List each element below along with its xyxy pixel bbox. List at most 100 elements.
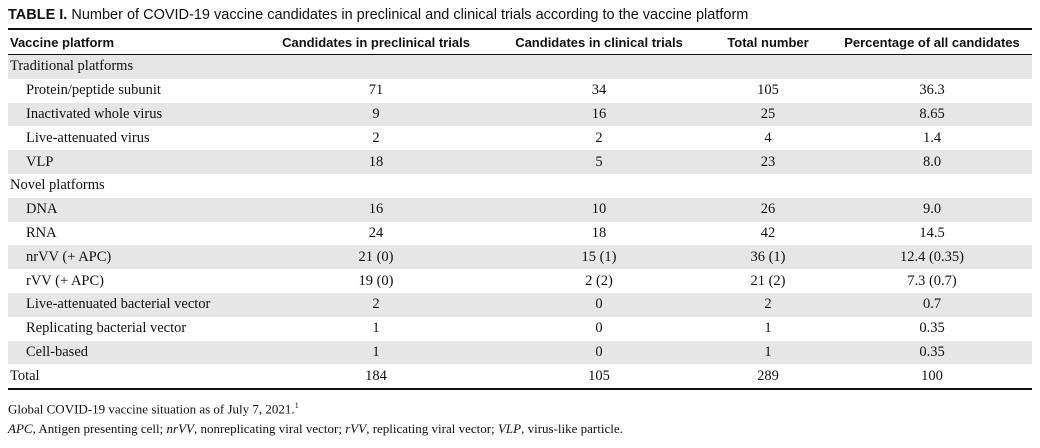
group-row: Traditional platforms [8,55,1032,79]
value-cell: 8.65 [832,102,1032,127]
table-row: DNA 16 10 26 9.0 [8,197,1032,222]
table-row: RNA 24 18 42 14.5 [8,221,1032,246]
value-cell: 9.0 [832,197,1032,222]
footnote-abbreviations: APC, Antigen presenting cell; nrVV, nonr… [8,419,1032,439]
value-cell: 26 [704,197,832,222]
value-cell: 0.7 [832,292,1032,317]
platform-cell: nrVV (+ APC) [8,245,258,270]
platform-cell: Novel platforms [8,173,258,198]
value-cell [258,173,494,198]
value-cell: 9 [258,102,494,127]
abbreviation-term: VLP [497,421,522,437]
vaccine-platform-table: Vaccine platform Candidates in preclinic… [8,30,1032,389]
column-header: Candidates in clinical trials [515,34,683,50]
platform-cell: Cell-based [8,340,258,365]
bottom-rule [8,388,1032,391]
value-cell: 23 [704,150,832,174]
value-cell: 1 [258,316,494,341]
value-cell: 0 [494,340,704,365]
column-header: Candidates in preclinical trials [282,34,470,50]
table-row: Live-attenuated bacterial vector 2 0 2 0.7 [8,292,1032,317]
value-cell: 289 [704,364,832,389]
value-cell: 34 [494,78,704,103]
value-cell: 2 [258,292,494,317]
value-cell: 4 [704,126,832,151]
footnote-source-text: Global COVID-19 vaccine situation as of … [8,401,295,417]
value-cell: 5 [494,150,704,174]
value-cell: 71 [258,78,494,103]
table-footnotes: Global COVID-19 vaccine situation as of … [8,396,1032,439]
value-cell: 105 [494,364,704,389]
value-cell [258,55,494,79]
value-cell: 1 [258,340,494,365]
value-cell: 2 [258,126,494,151]
column-header: Vaccine platform [10,34,115,50]
top-rule [8,28,1032,30]
value-cell: 42 [704,221,832,246]
value-cell: 7.3 (0.7) [832,269,1032,293]
table-row: Live-attenuated virus 2 2 4 1.4 [8,126,1032,151]
value-cell: 0.35 [832,340,1032,365]
abbreviation-definition: , Antigen presenting cell; [32,421,167,437]
column-header: Total number [727,34,809,50]
value-cell: 36 (1) [704,245,832,270]
value-cell: 18 [494,221,704,246]
platform-cell: VLP [8,150,258,174]
footnote-reference: 1 [294,401,299,411]
value-cell: 0.35 [832,316,1032,341]
table-caption-text: Number of COVID-19 vaccine candidates in… [71,7,749,23]
table-figure: TABLE I. Number of COVID-19 vaccine cand… [8,2,1032,439]
abbreviation-term: nrVV [166,421,194,437]
value-cell [494,55,704,79]
table-caption-label: TABLE I. [8,7,68,23]
value-cell: 18 [258,150,494,174]
value-cell: 15 (1) [494,245,704,270]
value-cell [832,55,1032,79]
value-cell: 21 (0) [258,245,494,270]
column-header: Percentage of all candidates [844,34,1020,50]
value-cell: 16 [494,102,704,127]
value-cell: 105 [704,78,832,103]
value-cell: 12.4 (0.35) [832,245,1032,270]
value-cell [704,55,832,79]
header-row: Vaccine platform Candidates in preclinic… [8,30,1032,54]
total-row: Total 184 105 289 100 [8,364,1032,389]
platform-cell: RNA [8,221,258,246]
table-row: Protein/peptide subunit 71 34 105 36.3 [8,78,1032,103]
footnote-source: Global COVID-19 vaccine situation as of … [8,396,1032,419]
table-row: VLP 18 5 23 8.0 [8,150,1032,174]
value-cell: 1 [704,316,832,341]
value-cell [704,173,832,198]
abbreviation-term: APC [8,421,33,437]
value-cell: 2 [704,292,832,317]
platform-cell: Live-attenuated bacterial vector [8,292,258,317]
value-cell: 24 [258,221,494,246]
value-cell: 1 [704,340,832,365]
value-cell [832,173,1032,198]
value-cell: 19 (0) [258,269,494,293]
value-cell: 1.4 [832,126,1032,151]
value-cell: 14.5 [832,221,1032,246]
abbreviation-definition: , virus-like particle. [521,421,623,437]
table-row: rVV (+ APC) 19 (0) 2 (2) 21 (2) 7.3 (0.7) [8,269,1032,293]
platform-cell: Replicating bacterial vector [8,316,258,341]
value-cell: 8.0 [832,150,1032,174]
table-row: Cell-based 1 0 1 0.35 [8,340,1032,365]
table-body: Traditional platforms Protein/peptide sub… [8,55,1032,389]
value-cell: 25 [704,102,832,127]
table-row: Replicating bacterial vector 1 0 1 0.35 [8,316,1032,341]
value-cell [494,173,704,198]
value-cell: 21 (2) [704,269,832,293]
abbreviation-term: rVV [345,421,367,437]
platform-cell: rVV (+ APC) [8,269,258,293]
value-cell: 2 [494,126,704,151]
value-cell: 10 [494,197,704,222]
value-cell: 0 [494,292,704,317]
value-cell: 184 [258,364,494,389]
abbreviation-definition: , replicating viral vector; [366,421,498,437]
value-cell: 100 [832,364,1032,389]
platform-cell: DNA [8,197,258,222]
table-row: nrVV (+ APC) 21 (0) 15 (1) 36 (1) 12.4 (0.35… [8,245,1032,270]
table-caption: TABLE I. Number of COVID-19 vaccine cand… [8,2,1032,28]
value-cell: 2 (2) [494,269,704,293]
